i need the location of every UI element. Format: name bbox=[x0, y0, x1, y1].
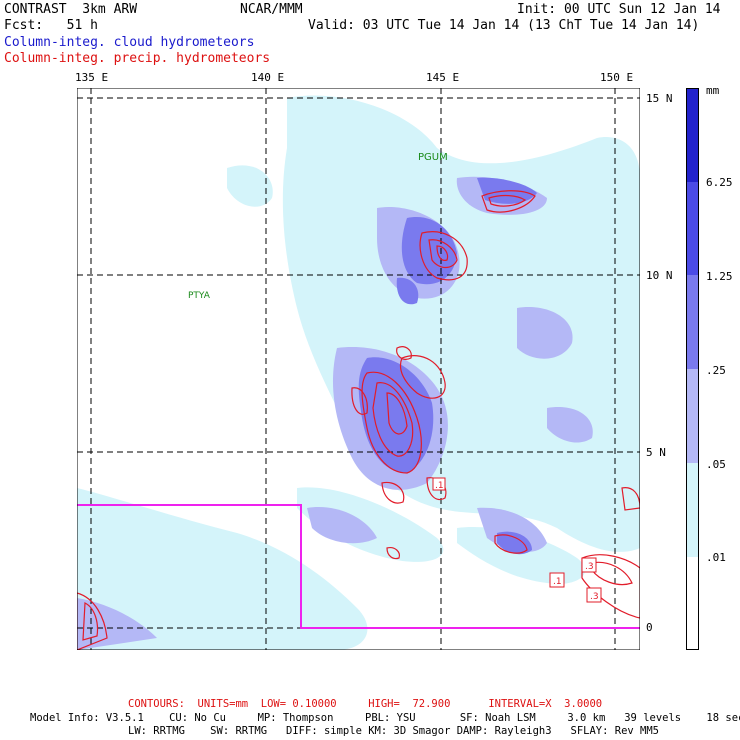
lat-label-0: 0 bbox=[646, 621, 653, 634]
precip-contours bbox=[77, 190, 640, 650]
center-title: NCAR/MMM bbox=[240, 2, 303, 17]
valid-time: Valid: 03 UTC Tue 14 Jan 14 (13 ChT Tue … bbox=[308, 18, 700, 33]
model-info: Model Info: V3.5.1 CU: No Cu MP: Thompso… bbox=[30, 712, 740, 724]
field-cloud-label: Column-integ. cloud hydrometeors bbox=[4, 35, 255, 50]
contour-info: CONTOURS: UNITS=mm LOW= 0.10000 HIGH= 72… bbox=[128, 698, 603, 710]
legend-unit: mm bbox=[706, 84, 720, 97]
legend-band-0.25 bbox=[687, 275, 698, 369]
contour-label: .1 bbox=[435, 481, 444, 491]
contour-label: .3 bbox=[585, 562, 594, 572]
lat-label-5n: 5 N bbox=[646, 446, 666, 459]
station-label-ptya: PTYA bbox=[188, 291, 211, 301]
hydrometeor-map: .1 .3 .1 .3 PGUM PTYA bbox=[77, 88, 640, 650]
legend-level: 6.25 bbox=[706, 176, 733, 189]
field-precip-label: Column-integ. precip. hydrometeors bbox=[4, 51, 271, 66]
forecast-hour: Fcst: 51 h bbox=[4, 18, 98, 33]
legend-level: .05 bbox=[706, 458, 726, 471]
contour-label: .3 bbox=[590, 592, 599, 602]
legend-band-0.01 bbox=[687, 463, 698, 557]
lat-label-15n: 15 N bbox=[646, 92, 673, 105]
model-title: CONTRAST 3km ARW bbox=[4, 2, 138, 17]
lon-label-135: 135 E bbox=[75, 71, 109, 84]
cloud-high-layer bbox=[358, 177, 537, 555]
legend-band-0.05 bbox=[687, 369, 698, 463]
lon-label-140: 140 E bbox=[251, 71, 285, 84]
lat-label-10n: 10 N bbox=[646, 269, 673, 282]
legend-band-6.25-plus bbox=[687, 89, 698, 182]
station-label-pgum: PGUM bbox=[418, 152, 448, 163]
legend-band-1.25 bbox=[687, 182, 698, 275]
legend-level: 1.25 bbox=[706, 270, 733, 283]
lon-label-150: 150 E bbox=[600, 71, 634, 84]
model-info-physics: LW: RRTMG SW: RRTMG DIFF: simple KM: 3D … bbox=[128, 725, 660, 737]
legend-level: .25 bbox=[706, 364, 726, 377]
contour-label: .1 bbox=[553, 577, 562, 587]
lon-label-145: 145 E bbox=[426, 71, 460, 84]
color-legend bbox=[686, 88, 699, 650]
contour-label-group: .1 .3 .1 .3 bbox=[432, 477, 602, 603]
legend-level: .01 bbox=[706, 551, 726, 564]
init-time: Init: 00 UTC Sun 12 Jan 14 bbox=[517, 2, 721, 17]
nested-domain-box bbox=[77, 504, 640, 629]
legend-band-below bbox=[687, 557, 698, 649]
